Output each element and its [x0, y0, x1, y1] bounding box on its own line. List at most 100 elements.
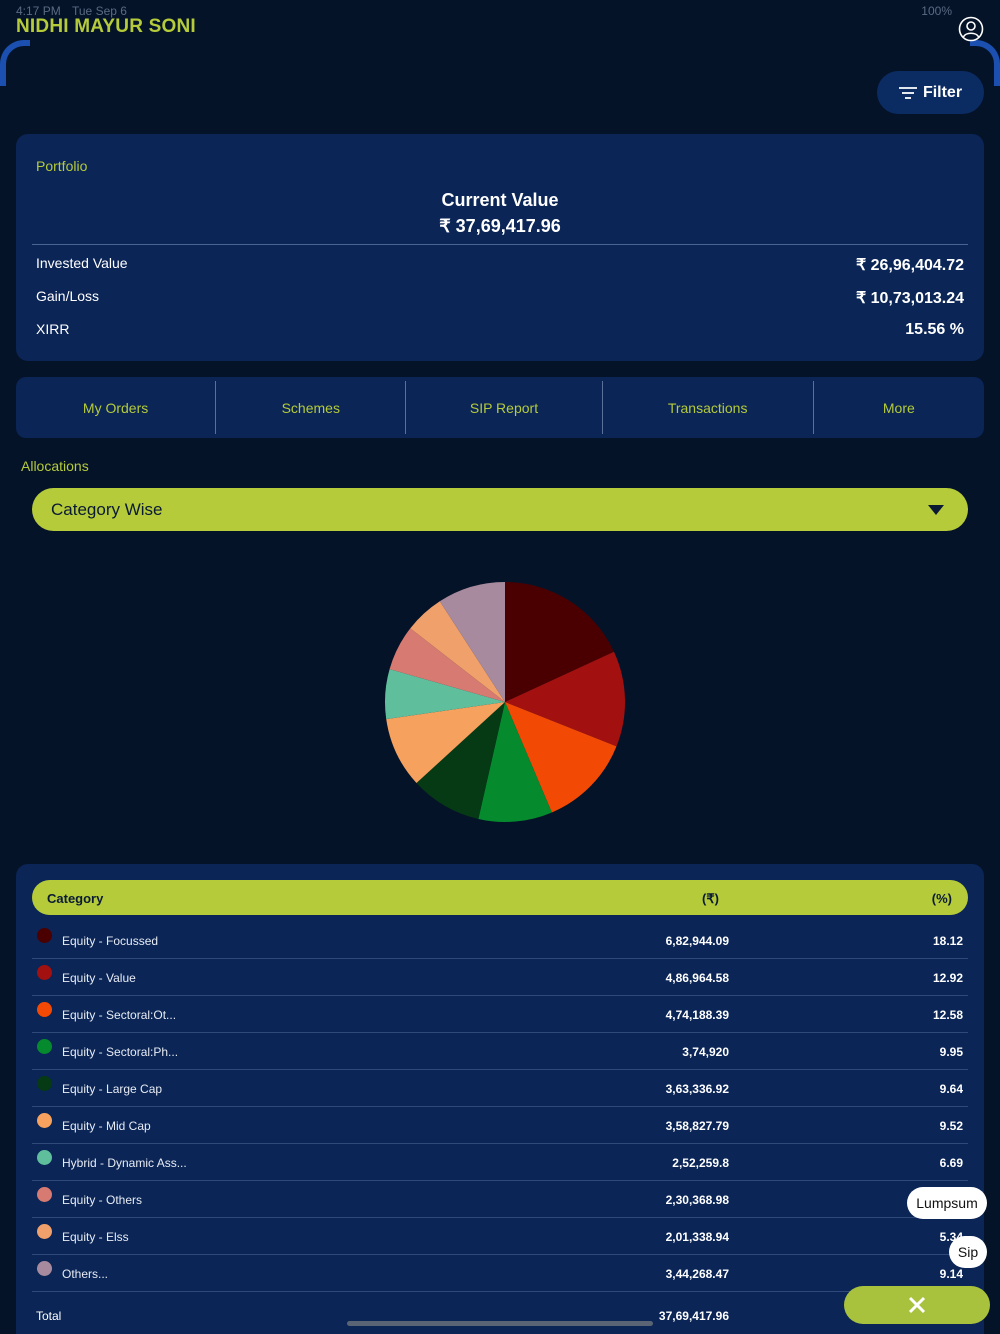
corner-decoration-left [0, 40, 30, 86]
tab-transactions[interactable]: Transactions [603, 381, 814, 434]
filter-label: Filter [922, 83, 963, 101]
invested-value: ₹ 26,96,404.72 [855, 257, 964, 274]
tab-my-orders[interactable]: My Orders [16, 381, 217, 434]
xirr-value: 15.56 % [905, 321, 964, 338]
row-amount: 2,52,259.8 [672, 1156, 729, 1170]
allocations-label: Allocations [21, 458, 89, 474]
row-amount: 2,01,338.94 [665, 1230, 729, 1244]
legend-dot [37, 1076, 52, 1091]
dropdown-value: Category Wise [51, 499, 163, 519]
chevron-down-icon [928, 504, 944, 515]
legend-dot [37, 1187, 52, 1202]
legend-dot [37, 1113, 52, 1128]
portfolio-label: Portfolio [36, 158, 88, 174]
current-value-title: Current Value [441, 190, 559, 210]
table-row[interactable]: Equity - Mid Cap 3,58,827.79 9.52 [32, 1106, 968, 1144]
legend-dot [37, 965, 52, 980]
legend-dot [37, 1224, 52, 1239]
table-row[interactable]: Hybrid - Dynamic Ass... 2,52,259.8 6.69 [32, 1143, 968, 1181]
pie-slice[interactable] [505, 651, 625, 747]
allocation-table: Category (₹) (%) Equity - Focussed 6,82,… [16, 864, 984, 1334]
table-row[interactable]: Equity - Sectoral:Ph... 3,74,920 9.95 [32, 1032, 968, 1070]
corner-decoration-right [970, 40, 1000, 86]
sip-button[interactable]: Sip [949, 1236, 987, 1268]
status-battery: 100% [921, 4, 952, 18]
invested-value-row: Invested Value ₹ 26,96,404.72 [36, 255, 964, 275]
row-amount: 2,30,368.98 [665, 1193, 729, 1207]
table-row[interactable]: Equity - Others 2,30,368.98 [32, 1180, 968, 1218]
legend-dot [37, 1150, 52, 1165]
row-category: Equity - Others [62, 1193, 143, 1207]
table-row[interactable]: Others... 3,44,268.47 9.14 [32, 1254, 968, 1292]
gain-loss-label: Gain/Loss [36, 288, 100, 304]
nav-tabs: My Orders Schemes SIP Report Transaction… [16, 377, 984, 438]
header-category: Category [47, 891, 104, 906]
filter-button[interactable]: Filter [877, 71, 984, 114]
row-amount: 3,44,268.47 [665, 1267, 729, 1281]
row-percent: 12.92 [932, 971, 963, 985]
row-category: Others... [62, 1267, 109, 1281]
close-icon [908, 1296, 926, 1314]
xirr-row: XIRR 15.56 % [36, 321, 964, 339]
filter-icon [898, 86, 917, 99]
row-percent: 9.95 [939, 1045, 963, 1059]
row-category: Equity - Sectoral:Ot... [62, 1008, 177, 1022]
pie-slice[interactable] [478, 702, 552, 822]
legend-dot [37, 1261, 52, 1276]
invested-value-label: Invested Value [36, 255, 128, 271]
total-amount: 37,69,417.96 [658, 1309, 729, 1323]
lumpsum-button[interactable]: Lumpsum [907, 1187, 987, 1219]
table-row[interactable]: Equity - Elss 2,01,338.94 5.34 [32, 1217, 968, 1255]
row-percent: 9.64 [939, 1082, 963, 1096]
table-row[interactable]: Equity - Value 4,86,964.58 12.92 [32, 958, 968, 996]
row-category: Equity - Value [62, 971, 136, 985]
allocation-type-dropdown[interactable]: Category Wise [32, 488, 968, 531]
tab-sip-report[interactable]: SIP Report [406, 381, 603, 434]
tab-schemes[interactable]: Schemes [216, 381, 407, 434]
row-category: Equity - Large Cap [62, 1082, 163, 1096]
header-percent: (%) [931, 891, 952, 906]
tab-more[interactable]: More [882, 399, 915, 416]
pie-slice[interactable] [385, 669, 505, 720]
pie-slice[interactable] [389, 628, 505, 702]
table-row[interactable]: Equity - Focussed 6,82,944.09 18.12 [32, 921, 968, 959]
header-amount: (₹) [702, 891, 719, 906]
current-value: ₹ 37,69,417.96 [439, 216, 561, 236]
profile-icon[interactable] [958, 16, 984, 42]
row-category: Hybrid - Dynamic Ass... [62, 1156, 187, 1170]
gain-loss-row: Gain/Loss ₹ 10,73,013.24 [36, 288, 964, 308]
table-row[interactable]: Equity - Large Cap 3,63,336.92 9.64 [32, 1069, 968, 1107]
row-percent: 18.12 [932, 934, 963, 948]
legend-dot [37, 928, 52, 943]
row-amount: 4,74,188.39 [665, 1008, 729, 1022]
row-amount: 3,74,920 [682, 1045, 729, 1059]
row-percent: 12.58 [932, 1008, 963, 1022]
table-row[interactable]: Equity - Sectoral:Ot... 4,74,188.39 12.5… [32, 995, 968, 1033]
pie-slice[interactable] [439, 582, 505, 702]
portfolio-card: Portfolio Current Value ₹ 37,69,417.96 I… [16, 134, 984, 361]
row-percent: 9.14 [939, 1267, 963, 1281]
legend-dot [37, 1039, 52, 1054]
row-category: Equity - Focussed [62, 934, 159, 948]
table-header: Category (₹) (%) [32, 880, 968, 915]
pie-slice[interactable] [386, 702, 505, 784]
close-fab-button[interactable] [844, 1286, 990, 1324]
divider [32, 244, 968, 245]
pie-slice[interactable] [505, 702, 617, 813]
total-label: Total [36, 1309, 62, 1323]
row-percent: 6.69 [939, 1156, 963, 1170]
app-title: NIDHI MAYUR SONI [16, 16, 196, 37]
status-date: Tue Sep 6 [72, 4, 127, 18]
pie-slice[interactable] [410, 601, 505, 702]
row-amount: 6,82,944.09 [665, 934, 729, 948]
xirr-label: XIRR [36, 321, 70, 337]
row-percent: 9.52 [939, 1119, 963, 1133]
row-category: Equity - Mid Cap [62, 1119, 151, 1133]
row-amount: 4,86,964.58 [665, 971, 729, 985]
pie-slice[interactable] [416, 702, 505, 820]
home-indicator [347, 1321, 653, 1326]
row-amount: 3,58,827.79 [665, 1119, 729, 1133]
pie-slice[interactable] [505, 582, 614, 702]
row-amount: 3,63,336.92 [665, 1082, 729, 1096]
row-category: Equity - Elss [62, 1230, 129, 1244]
